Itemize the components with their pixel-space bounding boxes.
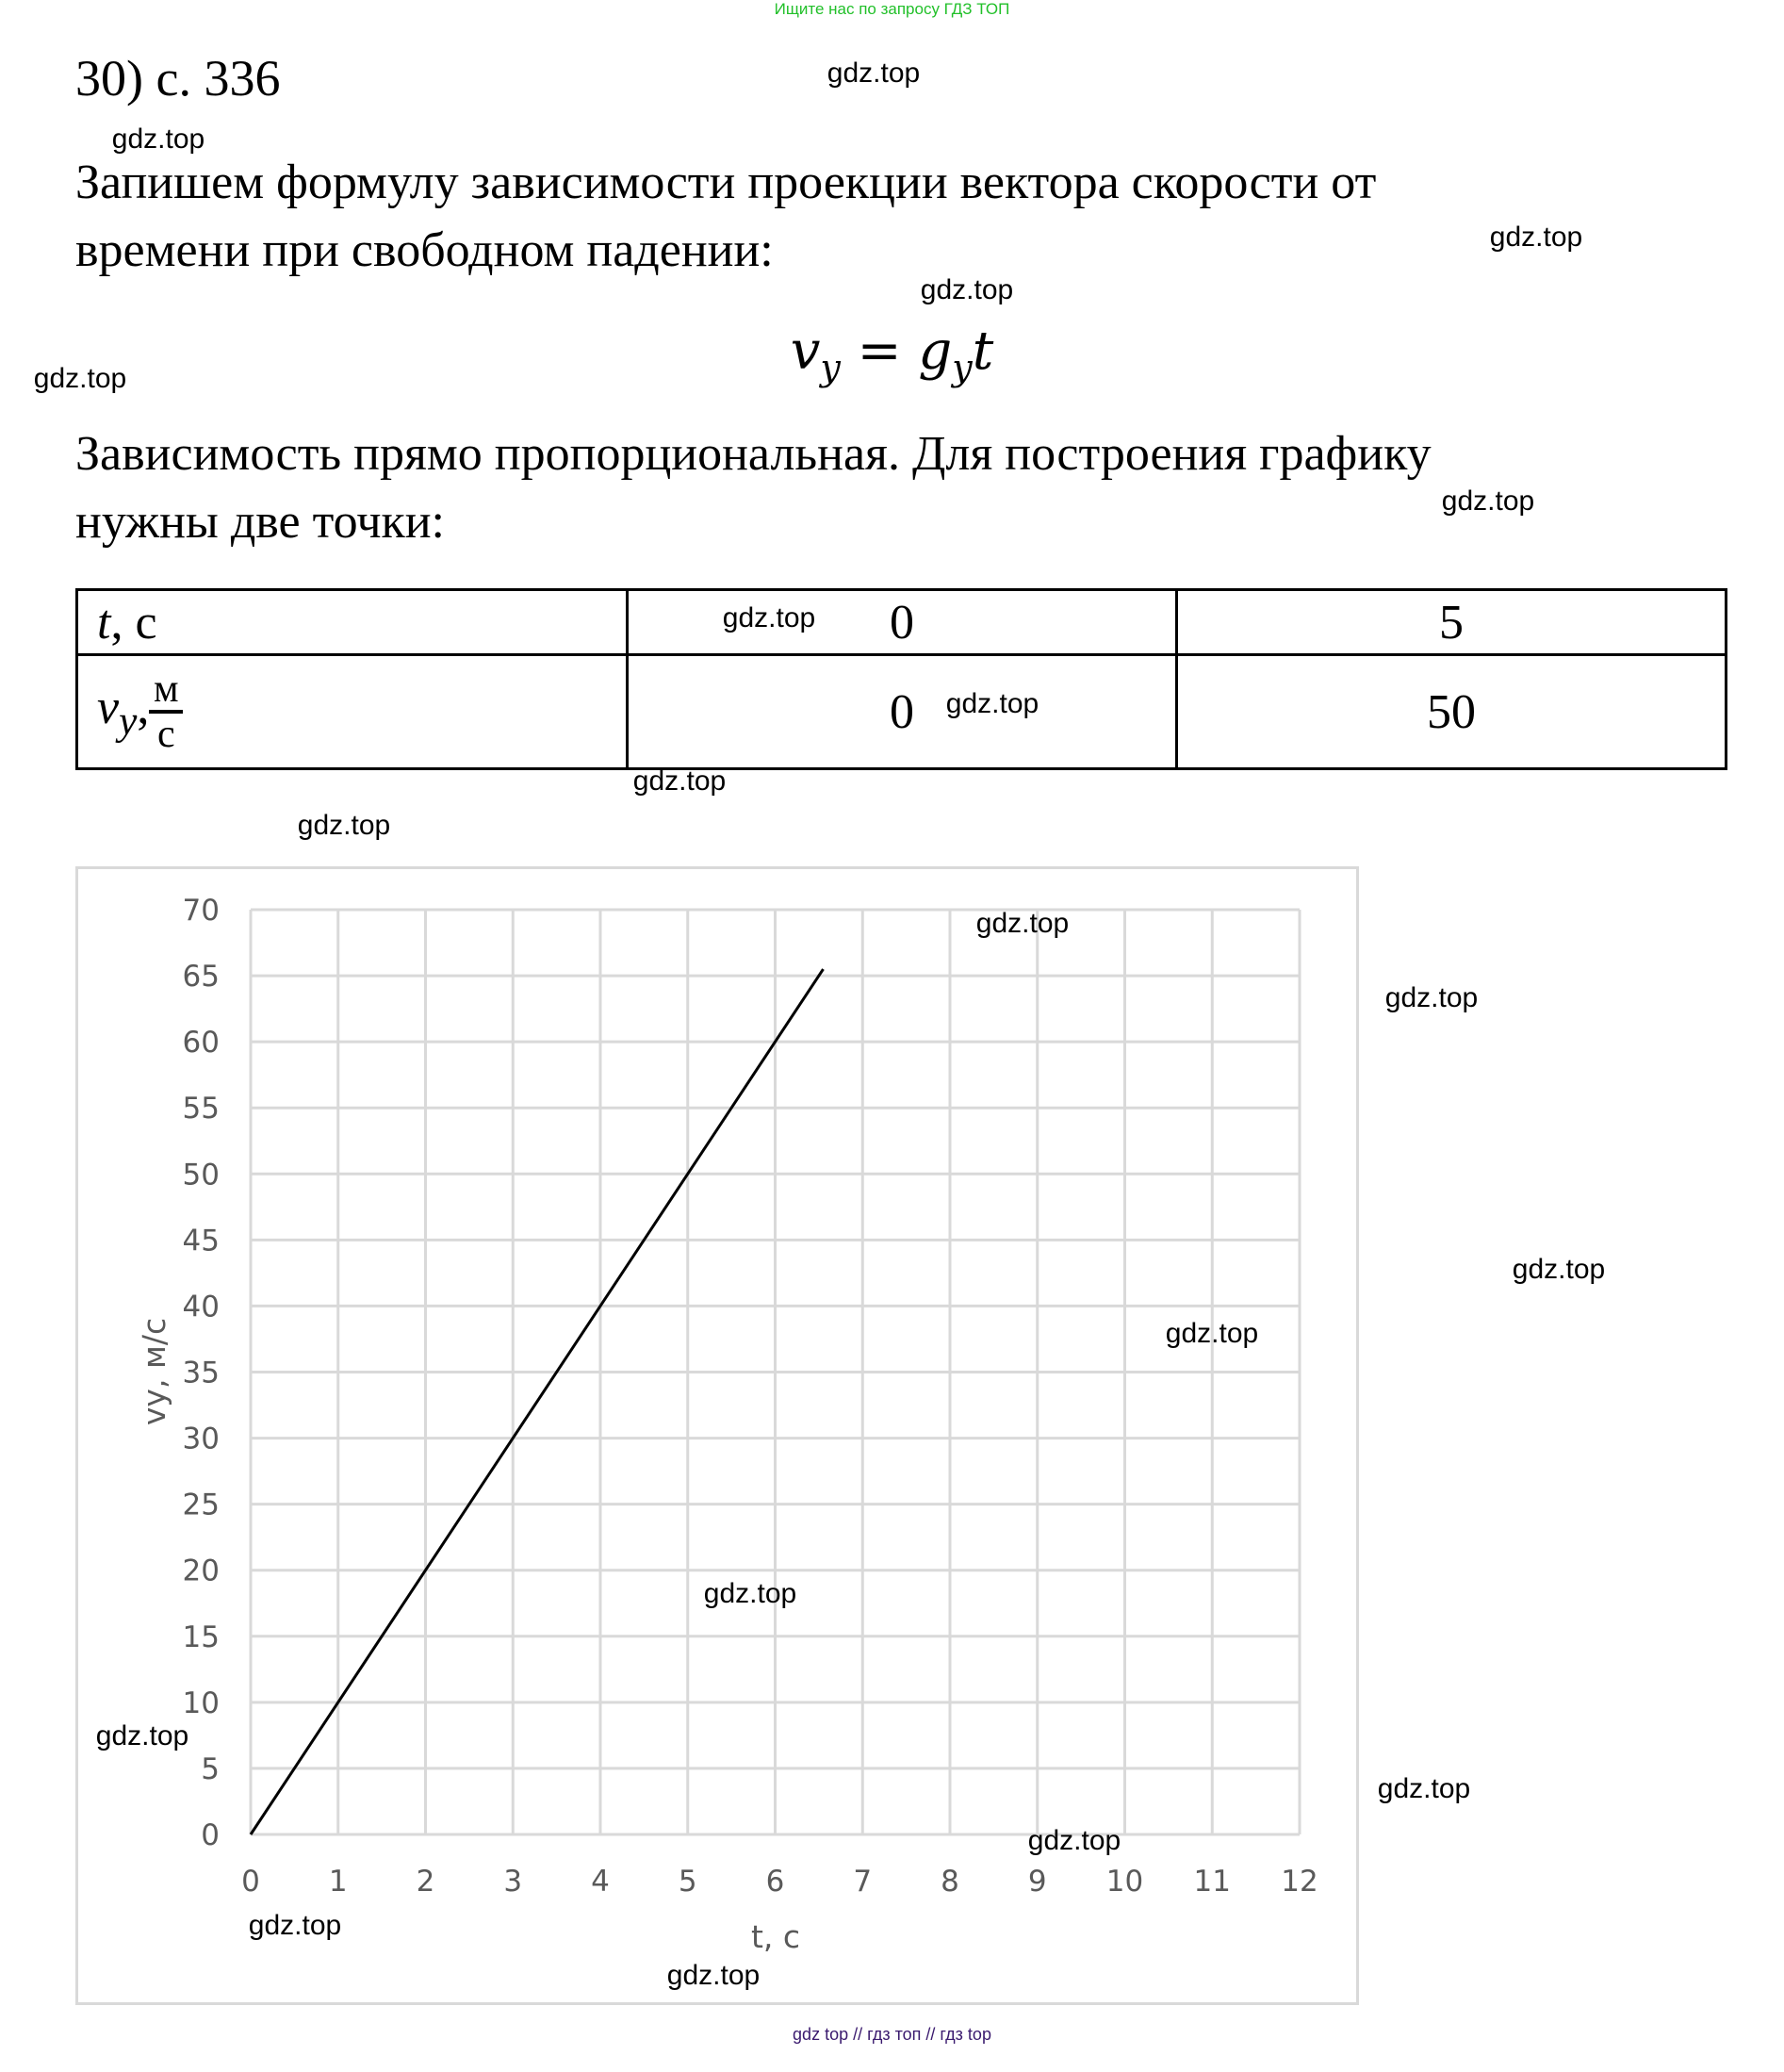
table-row: t, с 0 5	[74, 588, 1728, 656]
x-tick-label: 7	[853, 1865, 872, 1899]
x-tick-label: 11	[1194, 1865, 1231, 1899]
label-var: v	[97, 680, 120, 734]
watermark: gdz.top	[111, 123, 205, 155]
label-sub: y	[119, 698, 138, 744]
watermark: gdz.top	[1027, 1825, 1121, 1856]
top-banner: Ищите нас по запросу ГДЗ ТОП	[774, 0, 1010, 18]
paragraph-2-line-1: Зависимость прямо пропорциональная. Для …	[75, 427, 1432, 481]
chart-frame	[75, 866, 1359, 2005]
y-tick-label: 20	[183, 1554, 220, 1588]
formula-rhs-tail: t	[972, 321, 994, 382]
row-label-t: t, с	[74, 588, 630, 656]
x-tick-label: 8	[941, 1865, 959, 1899]
y-tick-label: 70	[183, 894, 220, 928]
row-label-v: vy, м с	[74, 653, 630, 770]
x-tick-label: 1	[329, 1865, 348, 1899]
x-tick-label: 5	[679, 1865, 697, 1899]
paragraph-2-line-2: нужны две точки:	[75, 495, 446, 549]
y-tick-label: 5	[201, 1752, 220, 1786]
formula-rhs: g	[918, 321, 953, 382]
watermark: gdz.top	[722, 602, 816, 633]
watermark: gdz.top	[945, 688, 1039, 719]
y-tick-label: 65	[183, 960, 220, 994]
formula: vy = gyt	[0, 321, 1784, 388]
y-tick-label: 30	[183, 1422, 220, 1456]
x-tick-label: 4	[591, 1865, 610, 1899]
formula-eq: =	[840, 321, 919, 382]
x-tick-label: 6	[766, 1865, 785, 1899]
watermark: gdz.top	[33, 363, 127, 394]
cell-v-1: 50	[1174, 653, 1728, 770]
cell-t-0: 0	[626, 588, 1178, 656]
paragraph-2: Зависимость прямо пропорциональная. Для …	[75, 420, 1734, 556]
formula-rhs-sub: y	[952, 347, 973, 389]
label-var: t	[97, 595, 111, 650]
watermark: gdz.top	[1441, 485, 1535, 517]
values-table: t, с 0 5 vy, м с 0 50	[74, 588, 1728, 770]
y-tick-label: 45	[183, 1224, 220, 1258]
x-tick-label: 2	[417, 1865, 435, 1899]
x-axis-title: t, c	[751, 1918, 800, 1955]
watermark: gdz.top	[1165, 1318, 1259, 1349]
watermark: gdz.top	[95, 1720, 189, 1751]
cell-t-1: 5	[1174, 588, 1728, 656]
y-tick-label: 10	[183, 1686, 220, 1720]
y-tick-label: 25	[183, 1488, 220, 1522]
watermark: gdz.top	[248, 1910, 342, 1941]
watermark: gdz.top	[703, 1578, 797, 1609]
x-tick-label: 12	[1281, 1865, 1318, 1899]
watermark: gdz.top	[1512, 1254, 1606, 1285]
watermark: gdz.top	[975, 908, 1070, 939]
watermark: gdz.top	[1384, 982, 1479, 1013]
series-line	[249, 968, 825, 1835]
y-tick-label: 60	[183, 1026, 220, 1060]
paragraph-1-line-1: Запишем формулу зависимости проекции век…	[75, 156, 1377, 209]
x-tick-label: 0	[241, 1865, 260, 1899]
unit-num: м	[154, 667, 179, 711]
watermark: gdz.top	[632, 765, 727, 797]
watermark: gdz.top	[666, 1960, 761, 1991]
x-tick-label: 3	[503, 1865, 522, 1899]
x-tick-label: 9	[1028, 1865, 1047, 1899]
watermark: gdz.top	[297, 810, 391, 841]
watermark: gdz.top	[827, 58, 921, 89]
y-tick-label: 55	[183, 1092, 220, 1126]
x-tick-label: 10	[1106, 1865, 1143, 1899]
y-tick-label: 35	[183, 1357, 220, 1390]
y-tick-label: 40	[183, 1290, 220, 1324]
label-sep: ,	[137, 680, 150, 734]
footer: gdz top // гдз топ // гдз top	[793, 2025, 991, 2044]
watermark: gdz.top	[1377, 1773, 1471, 1804]
label-unit: , с	[110, 595, 157, 650]
y-tick-label: 0	[201, 1818, 220, 1852]
y-tick-label: 50	[183, 1158, 220, 1192]
watermark: gdz.top	[920, 274, 1014, 305]
problem-number: 30) с. 336	[75, 50, 281, 107]
formula-lhs-sub: y	[820, 347, 841, 389]
unit-den: с	[157, 713, 175, 756]
y-axis-title: vy, м/с	[136, 1318, 172, 1425]
watermark: gdz.top	[1489, 222, 1583, 253]
cell-v-0: 0	[626, 653, 1178, 770]
y-tick-label: 15	[183, 1620, 220, 1654]
formula-lhs: v	[790, 321, 821, 382]
table-row: vy, м с 0 50	[74, 653, 1728, 770]
paragraph-1-line-2: времени при свободном падении:	[75, 223, 774, 277]
paragraph-1: Запишем формулу зависимости проекции век…	[75, 149, 1734, 285]
